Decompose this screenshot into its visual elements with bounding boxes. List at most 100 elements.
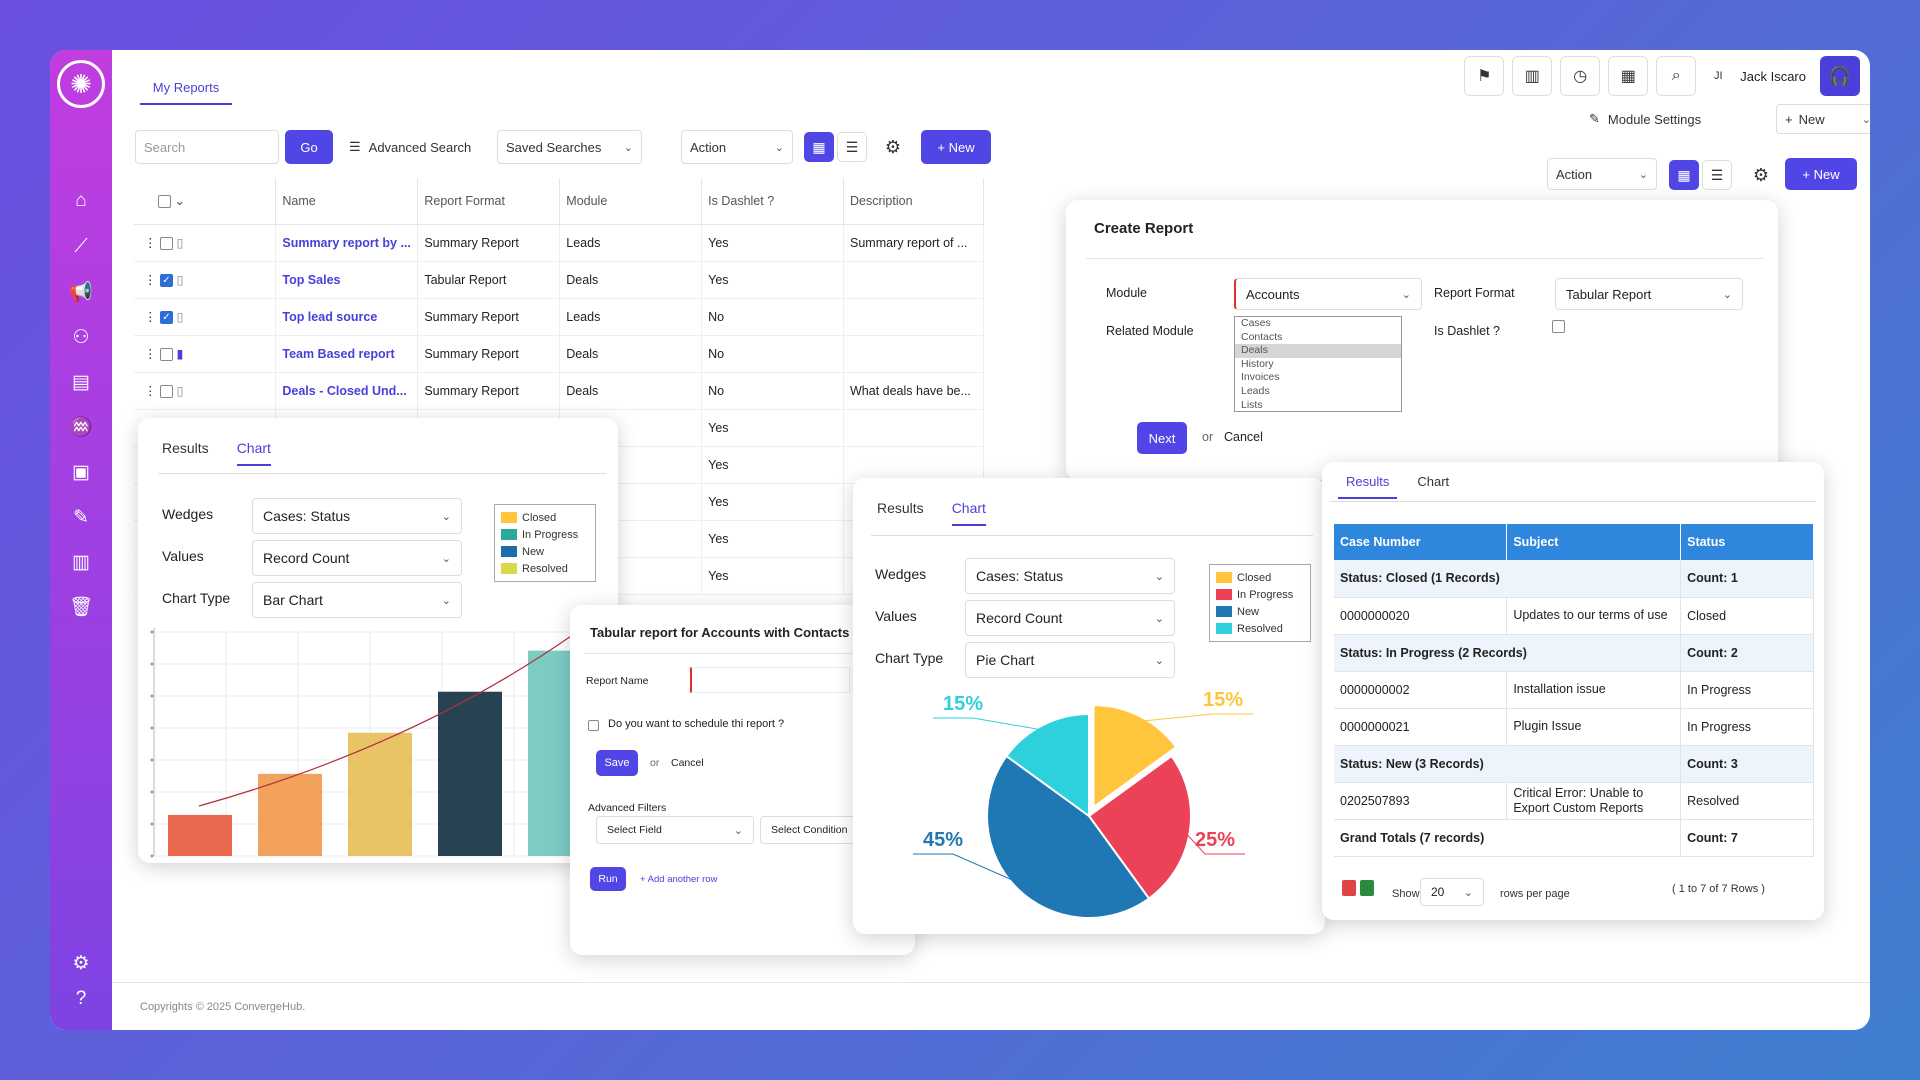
row-checkbox[interactable]: ✓: [159, 311, 173, 325]
table-row[interactable]: ⋮ ✓ ▯ Top Sales Tabular Report Deals Yes: [134, 261, 984, 299]
grid-view-icon[interactable]: ▦: [1669, 160, 1699, 190]
headset-icon[interactable]: 🎧: [1820, 56, 1860, 96]
report-name-link[interactable]: Top lead source: [275, 298, 419, 336]
is-dashlet-checkbox[interactable]: [1552, 320, 1565, 333]
drag-handle-icon[interactable]: ⋮: [144, 309, 157, 324]
list-view-icon[interactable]: ☰: [1702, 160, 1732, 190]
col-header[interactable]: Description: [843, 178, 984, 225]
run-button[interactable]: Run: [590, 867, 626, 891]
pipeline-icon[interactable]: ⟋: [74, 236, 88, 257]
tab-results[interactable]: Results: [1338, 474, 1398, 499]
tab-results[interactable]: Results: [877, 500, 924, 516]
cancel-link[interactable]: Cancel: [671, 757, 704, 769]
cancel-link[interactable]: Cancel: [1224, 430, 1263, 444]
megaphone-icon[interactable]: 📢: [69, 282, 93, 303]
list-view-icon[interactable]: ☰: [837, 132, 867, 162]
wedges-select[interactable]: Cases: Status ⌄: [252, 498, 462, 534]
col-header[interactable]: Case Number: [1334, 524, 1508, 560]
report-name-link[interactable]: Summary report by ...: [275, 224, 419, 262]
tab-results[interactable]: Results: [162, 440, 209, 456]
calendar-icon[interactable]: ▦: [1608, 56, 1649, 96]
id-card-icon[interactable]: ▣: [72, 461, 90, 483]
tab-chart[interactable]: Chart: [951, 500, 986, 526]
new-report-button-2[interactable]: + New: [1785, 158, 1857, 190]
avatar[interactable]: JI: [1713, 70, 1723, 82]
handshake-icon[interactable]: ♒: [69, 417, 93, 438]
page-size-select[interactable]: 20 ⌄: [1420, 878, 1484, 906]
report-format-select[interactable]: Tabular Report ⌄: [1555, 278, 1743, 310]
bookmark-icon[interactable]: ▯: [176, 383, 184, 398]
select-all-checkbox[interactable]: [158, 195, 171, 209]
report-name-link[interactable]: Top Sales: [275, 261, 419, 299]
trash-icon[interactable]: 🗑: [68, 597, 94, 618]
search-icon[interactable]: ⌕: [1656, 56, 1697, 96]
home-icon[interactable]: ⌂: [75, 190, 87, 211]
related-module-list[interactable]: Cases Contacts Deals History Invoices Leads Li…: [1234, 316, 1402, 412]
search-input[interactable]: Search: [135, 130, 279, 164]
related-module-option[interactable]: History: [1241, 357, 1274, 370]
add-row-link[interactable]: + Add another row: [640, 874, 718, 885]
module-select[interactable]: Accounts ⌄: [1234, 278, 1422, 310]
new-report-button[interactable]: + New: [921, 130, 991, 164]
flag-icon[interactable]: ⚑: [1464, 56, 1505, 96]
go-button[interactable]: Go: [285, 130, 333, 164]
tab-chart[interactable]: Chart: [1417, 474, 1450, 489]
new-dropdown[interactable]: + New ⌄: [1776, 104, 1870, 134]
chevron-down-icon[interactable]: ⌄: [174, 194, 185, 209]
drag-handle-icon[interactable]: ⋮: [144, 272, 157, 287]
related-module-option[interactable]: Leads: [1241, 384, 1270, 397]
schedule-checkbox[interactable]: [588, 720, 599, 731]
related-module-option[interactable]: Invoices: [1241, 371, 1280, 384]
related-module-option[interactable]: Deals: [1235, 344, 1401, 358]
row-controls[interactable]: ⋮ ✓ ▯: [134, 298, 277, 336]
drag-handle-icon[interactable]: ⋮: [144, 383, 157, 398]
drag-handle-icon[interactable]: ⋮: [144, 235, 157, 250]
related-module-option[interactable]: Contacts: [1241, 330, 1283, 343]
clipboard-icon[interactable]: ▥: [72, 551, 90, 573]
related-module-option[interactable]: Cases: [1241, 317, 1271, 329]
user-name[interactable]: Jack Iscaro: [1740, 68, 1806, 84]
values-select[interactable]: Record Count ⌄: [965, 600, 1175, 636]
row-controls[interactable]: ⋮ ▯: [134, 224, 277, 262]
col-header[interactable]: Status: [1680, 524, 1814, 560]
advanced-search-button[interactable]: ☰ Advanced Search: [341, 130, 489, 164]
row-controls[interactable]: ⋮ ▯: [134, 372, 277, 410]
action-dropdown-2[interactable]: Action ⌄: [1547, 158, 1657, 190]
col-header[interactable]: Module: [559, 178, 703, 225]
col-header[interactable]: Name: [275, 178, 419, 225]
table-row[interactable]: ⋮ ▯ Deals - Closed Und... Summary Report De…: [134, 372, 984, 410]
saved-searches-dropdown[interactable]: Saved Searches ⌄: [497, 130, 642, 164]
module-settings-button[interactable]: ✎ Module Settings: [1581, 104, 1721, 134]
col-header[interactable]: Subject: [1506, 524, 1682, 560]
next-button[interactable]: Next: [1137, 422, 1187, 454]
report-name-link[interactable]: Team Based report: [275, 335, 419, 373]
logo-icon[interactable]: ✺: [57, 60, 105, 108]
table-row[interactable]: ⋮ ▯ Summary report by ... Summary Report Le…: [134, 224, 984, 262]
clock-icon[interactable]: ◷: [1560, 56, 1601, 96]
row-checkbox[interactable]: [159, 348, 173, 362]
contacts-icon[interactable]: ⚇: [72, 326, 90, 348]
bookmark-icon[interactable]: ▮: [176, 346, 184, 361]
row-controls[interactable]: ⋮ ▮: [134, 335, 277, 373]
table-row[interactable]: ⋮ ✓ ▯ Top lead source Summary Report Leads N…: [134, 298, 984, 336]
values-select[interactable]: Record Count ⌄: [252, 540, 462, 576]
related-module-option[interactable]: Lists: [1241, 398, 1263, 411]
row-checkbox[interactable]: [159, 385, 173, 399]
row-checkbox[interactable]: [159, 237, 173, 251]
wrench-icon[interactable]: ✎: [73, 506, 89, 528]
report-name-link[interactable]: Deals - Closed Und...: [275, 372, 419, 410]
bookmark-icon[interactable]: ▯: [176, 309, 184, 324]
tab-my-reports[interactable]: My Reports: [140, 80, 232, 105]
grid-view-icon[interactable]: ▦: [804, 132, 834, 162]
row-controls[interactable]: ⋮ ✓ ▯: [134, 261, 277, 299]
action-dropdown[interactable]: Action ⌄: [681, 130, 793, 164]
chart-type-select[interactable]: Bar Chart ⌄: [252, 582, 462, 618]
wedges-select[interactable]: Cases: Status ⌄: [965, 558, 1175, 594]
pdf-export-icon[interactable]: [1342, 880, 1356, 896]
bookmark-icon[interactable]: ▯: [176, 272, 184, 287]
col-header[interactable]: Is Dashlet ?: [701, 178, 844, 225]
select-field-dropdown[interactable]: Select Field ⌄: [596, 816, 754, 844]
table-row[interactable]: ⋮ ▮ Team Based report Summary Report Deals N…: [134, 335, 984, 373]
settings-icon[interactable]: ⚙: [1752, 164, 1770, 185]
save-button[interactable]: Save: [596, 750, 638, 776]
